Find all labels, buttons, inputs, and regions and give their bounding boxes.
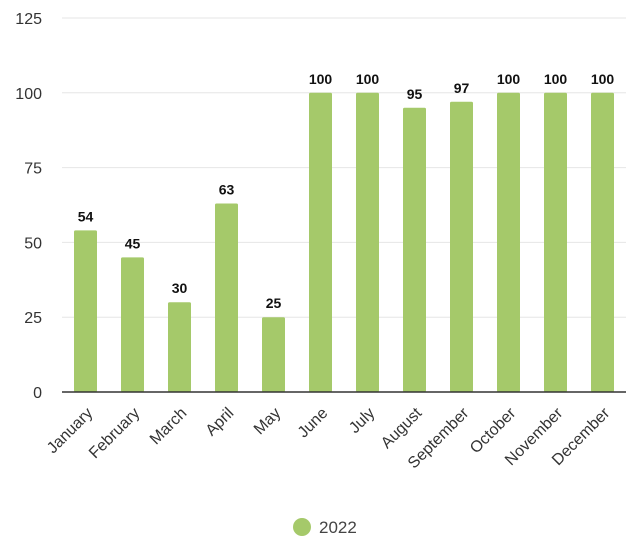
data-label-july: 100 <box>356 71 380 87</box>
data-label-october: 100 <box>497 71 521 87</box>
x-tick-label: June <box>295 405 332 442</box>
bar-december[interactable] <box>591 92 614 393</box>
y-tick-label: 50 <box>24 235 42 252</box>
x-tick-label: March <box>147 405 190 448</box>
data-label-august: 95 <box>407 86 423 102</box>
legend-label-2022: 2022 <box>319 518 357 537</box>
bar-march[interactable] <box>168 302 191 392</box>
bar-august[interactable] <box>403 107 426 392</box>
bars-layer <box>74 92 614 393</box>
data-label-april: 63 <box>219 182 235 198</box>
bar-june[interactable] <box>309 92 332 393</box>
bar-july[interactable] <box>356 92 379 393</box>
data-label-november: 100 <box>544 71 568 87</box>
bar-april[interactable] <box>215 203 238 392</box>
y-tick-label: 100 <box>15 86 42 103</box>
bar-may[interactable] <box>262 317 285 392</box>
data-label-may: 25 <box>266 295 282 311</box>
y-axis: 0 25 50 75 100 125 <box>15 11 42 402</box>
bar-november[interactable] <box>544 92 567 393</box>
x-tick-label: May <box>251 405 284 438</box>
bar-january[interactable] <box>74 230 97 392</box>
x-tick-label: April <box>203 405 238 440</box>
x-tick-label: February <box>86 405 143 462</box>
data-label-december: 100 <box>591 71 615 87</box>
x-tick-label: August <box>378 404 426 452</box>
y-tick-label: 0 <box>33 385 42 402</box>
y-tick-label: 25 <box>24 310 42 327</box>
bar-october[interactable] <box>497 92 520 393</box>
legend[interactable]: 2022 <box>293 518 357 537</box>
y-tick-label: 75 <box>24 161 42 178</box>
bar-february[interactable] <box>121 257 144 392</box>
x-tick-label: July <box>346 405 378 437</box>
data-label-march: 30 <box>172 280 188 296</box>
grid-layer <box>62 17 626 318</box>
data-label-january: 54 <box>78 208 94 224</box>
data-label-september: 97 <box>454 80 470 96</box>
bar-september[interactable] <box>450 101 473 392</box>
data-label-june: 100 <box>309 71 333 87</box>
legend-swatch-2022 <box>293 518 311 536</box>
y-tick-label: 125 <box>15 11 42 28</box>
data-label-february: 45 <box>125 235 141 251</box>
data-labels-layer: 54 45 30 63 25 100 100 95 97 100 100 100 <box>78 71 615 311</box>
